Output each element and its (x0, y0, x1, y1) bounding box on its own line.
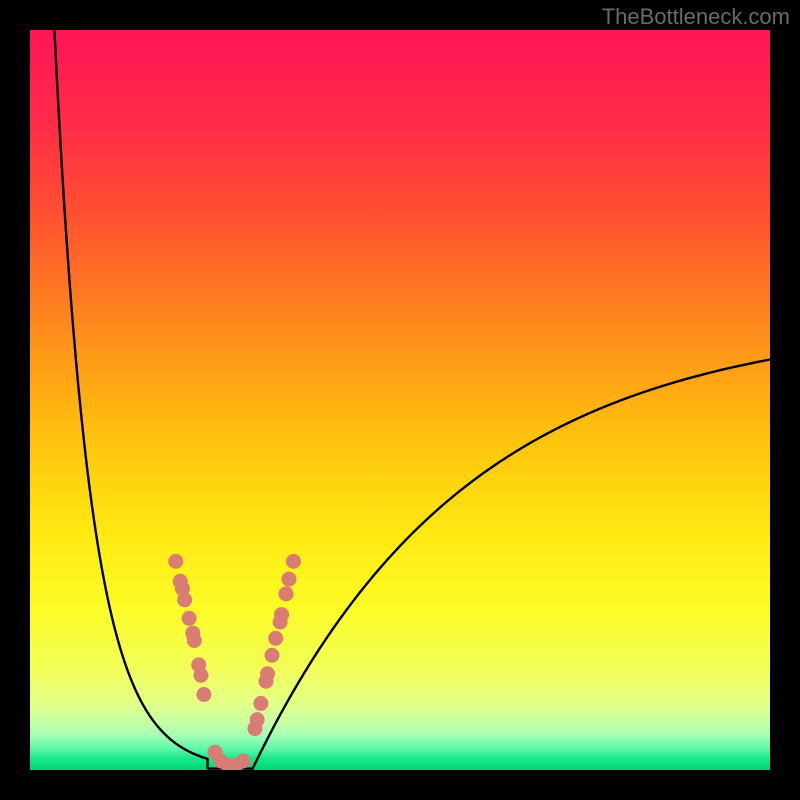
marker-point (269, 631, 283, 645)
marker-point (187, 634, 201, 648)
marker-point (265, 648, 279, 662)
marker-point (261, 667, 275, 681)
chart-root: TheBottleneck.com (0, 0, 800, 800)
marker-point (169, 554, 183, 568)
marker-point (182, 611, 196, 625)
marker-point (282, 572, 296, 586)
marker-point (236, 754, 250, 768)
marker-point (275, 608, 289, 622)
marker-point (254, 696, 268, 710)
plot-frame (30, 30, 770, 770)
marker-point (250, 713, 264, 727)
plot-svg (30, 30, 770, 770)
marker-point (194, 668, 208, 682)
marker-point (279, 587, 293, 601)
marker-point (197, 688, 211, 702)
marker-point (178, 593, 192, 607)
marker-point (286, 554, 300, 568)
watermark-text: TheBottleneck.com (602, 4, 790, 30)
